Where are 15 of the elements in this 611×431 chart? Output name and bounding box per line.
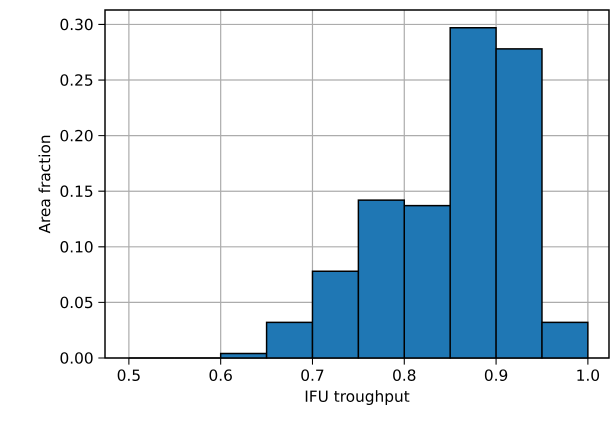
x-tick-label: 0.8 — [393, 369, 416, 381]
x-tick-label: 0.9 — [484, 369, 508, 381]
x-axis-title: IFU troughput — [306, 390, 410, 405]
y-tick-label: 0.05 — [60, 296, 92, 308]
y-tick-label: 0.00 — [60, 352, 93, 364]
y-tick-label: 0.10 — [60, 241, 93, 253]
y-axis-title: Area fraction — [38, 136, 50, 234]
x-tick-label: 1.0 — [577, 369, 600, 381]
y-tick-label: 0.15 — [60, 185, 92, 198]
y-tick-label: 0.20 — [60, 130, 93, 142]
x-tick-label: 0.5 — [118, 369, 140, 381]
x-tick-label: 0.7 — [301, 369, 324, 381]
y-tick-label: 0.30 — [60, 18, 93, 30]
x-tick-label: 0.6 — [209, 369, 232, 381]
y-tick-label: 0.25 — [60, 74, 92, 86]
